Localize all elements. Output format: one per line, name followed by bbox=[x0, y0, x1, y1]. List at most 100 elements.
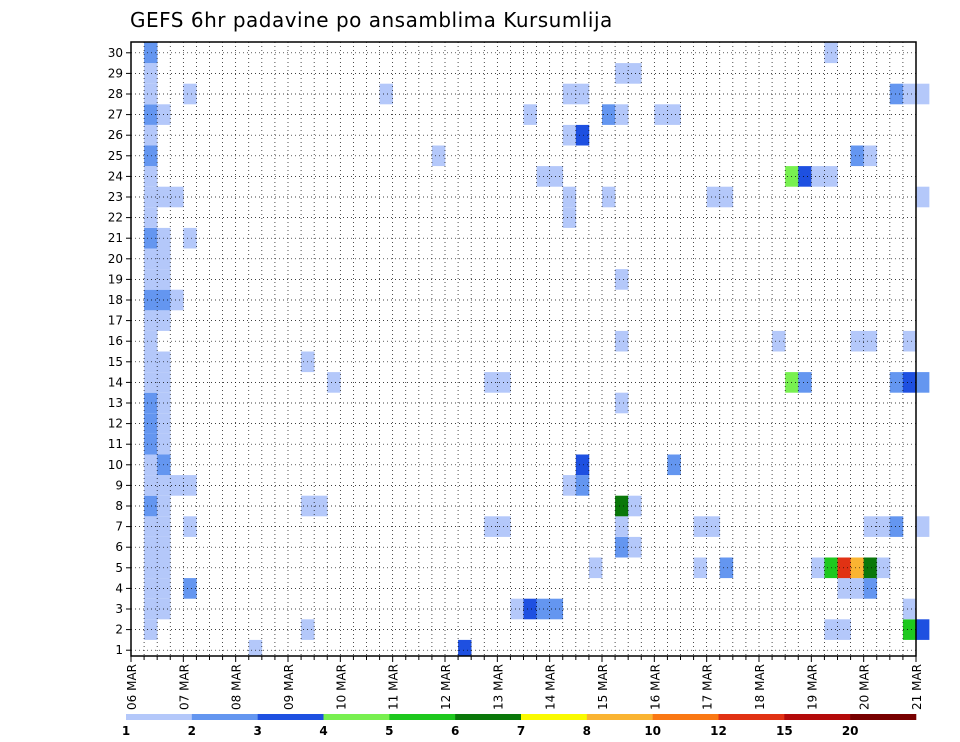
x-tick-label: 14 MAR bbox=[544, 664, 558, 710]
x-tick-label: 20 MAR bbox=[858, 664, 872, 710]
color-scale-label: 10 bbox=[644, 724, 661, 738]
heatmap-cell bbox=[144, 372, 158, 393]
heatmap-cell bbox=[902, 372, 917, 393]
heatmap-cell bbox=[615, 104, 629, 125]
heatmap-cell bbox=[144, 124, 158, 146]
y-tick-label: 15 bbox=[108, 355, 123, 369]
heatmap-cell bbox=[183, 475, 197, 496]
heatmap-cell bbox=[562, 207, 577, 228]
y-tick-label: 26 bbox=[108, 128, 123, 142]
heatmap-cell bbox=[562, 83, 577, 105]
heatmap-cell bbox=[314, 495, 328, 517]
heatmap-cell bbox=[667, 454, 681, 476]
y-tick-label: 14 bbox=[108, 375, 123, 389]
x-tick-label: 16 MAR bbox=[648, 664, 662, 710]
color-scale-swatch bbox=[652, 714, 719, 720]
color-scale-label: 6 bbox=[451, 724, 459, 738]
x-tick-label: 19 MAR bbox=[805, 664, 819, 710]
heatmap-cell bbox=[628, 536, 642, 558]
y-tick-label: 13 bbox=[108, 396, 123, 410]
heatmap-cell bbox=[719, 186, 734, 208]
heatmap-cell bbox=[144, 104, 158, 125]
heatmap-cell bbox=[916, 516, 930, 537]
color-scale-label: 5 bbox=[385, 724, 393, 738]
heatmap-cell bbox=[837, 578, 851, 599]
heatmap-cell bbox=[575, 475, 590, 496]
heatmap-cell bbox=[772, 330, 786, 352]
heatmap-cell bbox=[575, 124, 590, 146]
heatmap-cell bbox=[144, 83, 158, 105]
x-tick-label: 18 MAR bbox=[753, 664, 767, 710]
heatmap-cell bbox=[798, 166, 812, 187]
x-tick-label: 06 MAR bbox=[125, 664, 139, 710]
heatmap-cell bbox=[562, 186, 577, 208]
heatmap-cell bbox=[170, 186, 184, 208]
heatmap-cell bbox=[706, 186, 721, 208]
color-scale-label: 3 bbox=[253, 724, 261, 738]
y-tick-label: 25 bbox=[108, 149, 123, 163]
heatmap-cell bbox=[144, 227, 158, 249]
x-tick-label: 08 MAR bbox=[230, 664, 244, 710]
color-scale-swatch bbox=[718, 714, 785, 720]
heatmap-cell bbox=[183, 516, 197, 537]
heatmap-cell bbox=[327, 372, 341, 393]
heatmap-cell bbox=[183, 227, 197, 249]
heatmap-cell bbox=[484, 516, 498, 537]
heatmap-cell bbox=[144, 557, 158, 579]
heatmap-cell bbox=[183, 578, 197, 599]
x-tick-label: 13 MAR bbox=[491, 664, 505, 710]
heatmap-cell bbox=[144, 413, 158, 434]
heatmap-cell bbox=[562, 475, 577, 496]
heatmap-cell bbox=[615, 516, 629, 537]
x-tick-label: 17 MAR bbox=[701, 664, 715, 710]
y-tick-label: 8 bbox=[115, 499, 123, 513]
x-axis: 06 MAR 07 MAR 08 MAR 09 MAR 10 MAR 11 MAR 12 M… bbox=[125, 656, 924, 710]
color-scale-swatch bbox=[323, 714, 390, 720]
color-scale-swatch bbox=[784, 714, 851, 720]
color-scale-swatch bbox=[850, 714, 917, 720]
heatmap-cell bbox=[144, 42, 158, 64]
heatmap-cell bbox=[889, 83, 904, 105]
color-scale-swatch bbox=[257, 714, 324, 720]
y-tick-label: 1 bbox=[115, 643, 123, 657]
y-tick-label: 16 bbox=[108, 334, 123, 348]
heatmap-cell bbox=[615, 495, 629, 517]
heatmap-cell bbox=[144, 598, 158, 620]
heatmap-cell bbox=[902, 330, 917, 352]
x-tick-label: 07 MAR bbox=[177, 664, 191, 710]
heatmap-cell bbox=[863, 145, 878, 167]
heatmap-cell bbox=[902, 619, 917, 640]
heatmap-cell bbox=[484, 372, 498, 393]
heatmap-cell bbox=[863, 578, 878, 599]
heatmap-cell bbox=[523, 104, 537, 125]
heatmap-cell bbox=[183, 83, 197, 105]
heatmap-cell bbox=[889, 372, 904, 393]
heatmap-cells bbox=[144, 42, 930, 656]
y-tick-label: 20 bbox=[108, 252, 123, 266]
heatmap-cell bbox=[811, 557, 825, 579]
heatmap-cell bbox=[706, 516, 721, 537]
heatmap-cell bbox=[693, 557, 707, 579]
y-tick-label: 24 bbox=[108, 169, 123, 183]
y-tick-label: 22 bbox=[108, 211, 123, 225]
y-tick-label: 19 bbox=[108, 272, 123, 286]
color-scale-swatch bbox=[389, 714, 456, 720]
heatmap-cell bbox=[602, 104, 616, 125]
heatmap-cell bbox=[615, 269, 629, 290]
heatmap-cell bbox=[575, 454, 590, 476]
heatmap-cell bbox=[379, 83, 393, 105]
heatmap-cell bbox=[170, 475, 184, 496]
color-scale-label: 2 bbox=[188, 724, 196, 738]
chart-title: GEFS 6hr padavine po ansamblima Kursumli… bbox=[130, 8, 613, 32]
color-scale-label: 1 bbox=[122, 724, 130, 738]
heatmap-cell bbox=[144, 392, 158, 414]
heatmap-cell bbox=[144, 495, 158, 517]
heatmap-cell bbox=[562, 124, 577, 146]
heatmap-cell bbox=[837, 557, 851, 579]
heatmap-cell bbox=[575, 83, 590, 105]
y-tick-label: 2 bbox=[115, 623, 123, 637]
color-scale-swatch bbox=[191, 714, 258, 720]
y-tick-label: 29 bbox=[108, 66, 123, 80]
heatmap-cell bbox=[144, 63, 158, 84]
